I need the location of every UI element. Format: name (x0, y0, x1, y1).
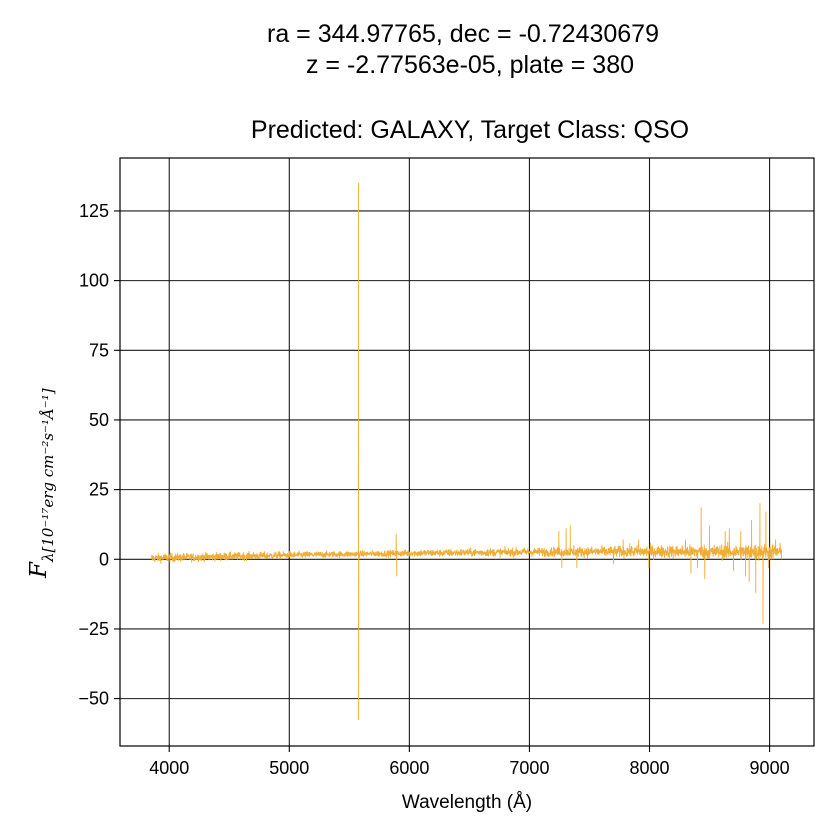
y-tick-label: 100 (79, 271, 109, 291)
y-axis-label: Fλ[10⁻¹⁷erg cm⁻²s⁻¹Å⁻¹] (26, 388, 57, 579)
plot-area (150, 182, 783, 720)
x-tick-label: 5000 (269, 758, 309, 778)
x-tick-label: 6000 (389, 758, 429, 778)
y-tick-label: 50 (89, 410, 109, 430)
x-ticks: 4000 5000 6000 7000 8000 9000 (149, 746, 790, 778)
y-tick-label: −25 (78, 619, 109, 639)
y-tick-label: 75 (89, 340, 109, 360)
title-line-coords: ra = 344.97765, dec = -0.72430679 (267, 20, 659, 48)
grid (120, 158, 814, 746)
y-tick-label: 0 (99, 549, 109, 569)
title-line-class: Predicted: GALAXY, Target Class: QSO (251, 116, 689, 144)
x-tick-label: 4000 (149, 758, 189, 778)
y-axis-label-subscript: λ[10⁻¹⁷erg cm⁻²s⁻¹Å⁻¹] (39, 388, 57, 563)
y-tick-label: 125 (79, 201, 109, 221)
x-axis-label: Wavelength (Å) (402, 792, 532, 813)
x-tick-label: 7000 (509, 758, 549, 778)
y-tick-label: −50 (78, 689, 109, 709)
title-line-redshift: z = -2.77563e-05, plate = 380 (306, 51, 634, 79)
svg-text:Fλ[10⁻¹⁷erg cm⁻²s⁻¹Å⁻¹]: Fλ[10⁻¹⁷erg cm⁻²s⁻¹Å⁻¹] (26, 388, 57, 579)
x-tick-label: 8000 (629, 758, 669, 778)
y-ticks: −50 −25 0 25 50 75 100 125 (78, 201, 120, 709)
x-tick-label: 9000 (750, 758, 790, 778)
y-axis-label-main: F (26, 561, 52, 579)
spectrum-series-line (150, 182, 783, 720)
plot-frame (119, 157, 815, 747)
chart-title: ra = 344.97765, dec = -0.72430679 z = -2… (251, 20, 689, 144)
y-tick-label: 25 (89, 480, 109, 500)
